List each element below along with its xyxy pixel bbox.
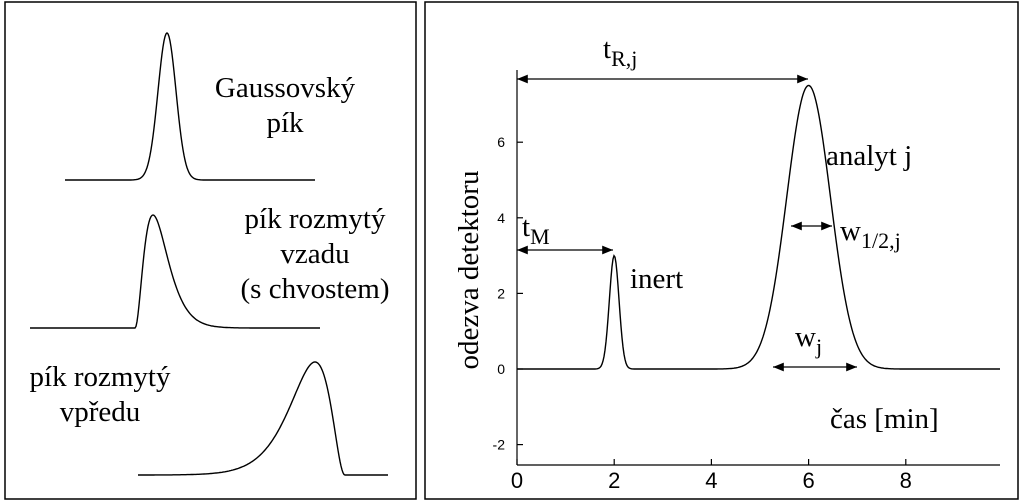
x-axis-label: čas [min] (830, 403, 939, 435)
y-tick-label: 0 (497, 361, 505, 377)
annotation: w1/2,j (840, 215, 901, 253)
peak-label: vpředu (60, 396, 141, 428)
annotation-main: t (603, 33, 611, 65)
annotation-sub: j (815, 334, 822, 359)
peak-label: pík rozmytý (30, 361, 171, 393)
annotation-main: w (795, 321, 816, 353)
x-tick-label: 6 (802, 468, 814, 493)
y-tick-label: 2 (497, 285, 505, 301)
annotation-sub: R,j (611, 46, 637, 71)
x-tick-label: 2 (608, 468, 620, 493)
annotation-sub: 1/2,j (861, 228, 901, 253)
peak-label: pík rozmytý (245, 203, 386, 235)
y-axis-label: odezva detektoru (453, 171, 485, 370)
annotation: tR,j (603, 33, 637, 71)
annotation-main: w (840, 215, 861, 247)
chromatogram (517, 84, 1000, 370)
fronting-peak (138, 361, 388, 476)
annotation: analyt j (826, 140, 912, 172)
x-tick-label: 0 (511, 468, 523, 493)
x-tick-label: 4 (705, 468, 717, 493)
right-panel (424, 1, 1019, 500)
tailing-peak (30, 214, 320, 329)
y-tick-label: 6 (497, 134, 505, 150)
peak-label: Gaussovský (215, 72, 356, 104)
peak-label: (s chvostem) (241, 273, 390, 305)
peak-label: vzadu (280, 238, 349, 270)
peak-label: pík (266, 107, 304, 139)
y-tick-label: -2 (493, 437, 506, 453)
gaussian-peak (65, 32, 315, 181)
annotation: inert (630, 263, 683, 295)
left-panel (4, 1, 417, 500)
x-tick-label: 8 (900, 468, 912, 493)
annotation: tM (522, 211, 550, 249)
annotation-sub: M (530, 224, 550, 249)
y-tick-label: 4 (497, 210, 505, 226)
annotation-main: t (522, 211, 530, 243)
annotation: wj (795, 321, 822, 359)
